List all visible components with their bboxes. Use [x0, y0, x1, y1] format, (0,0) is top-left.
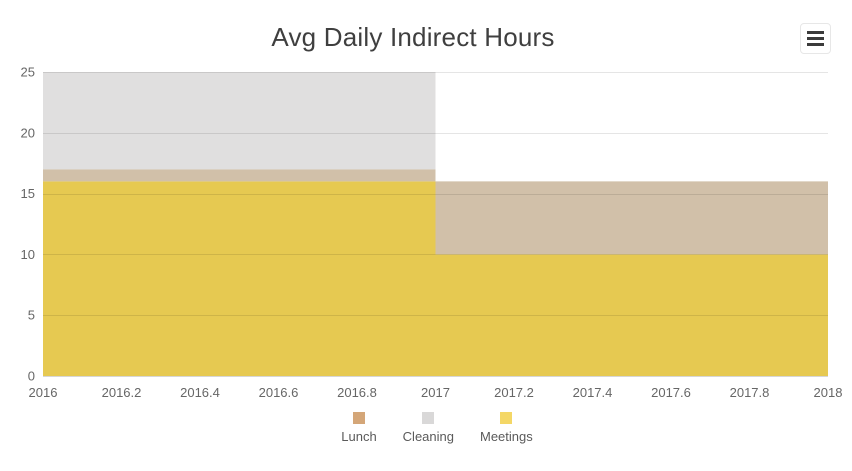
x-tick-label-2016.2: 2016.2 — [102, 385, 142, 400]
legend-item-cleaning[interactable]: Cleaning — [403, 412, 454, 444]
x-tick-label-2016.6: 2016.6 — [259, 385, 299, 400]
legend-swatch-lunch — [352, 412, 365, 424]
hamburger-icon — [807, 31, 824, 46]
legend-label-cleaning: Cleaning — [402, 429, 454, 444]
legend-item-lunch[interactable]: Lunch — [341, 412, 377, 444]
y-tick-label-0: 0 — [28, 369, 35, 384]
y-tick-label-10: 10 — [21, 247, 35, 262]
legend-item-meetings[interactable]: Meetings — [480, 412, 533, 444]
area-cleaning — [43, 72, 828, 182]
legend-swatch-cleaning — [422, 412, 435, 424]
area-meetings — [43, 181, 828, 376]
legend-swatch-meetings — [500, 412, 513, 424]
y-tick-label-15: 15 — [21, 186, 35, 201]
x-tick-label-2017: 2017 — [421, 385, 450, 400]
x-tick-label-2016: 2016 — [29, 385, 58, 400]
x-tick-label-2018: 2018 — [814, 385, 843, 400]
y-tick-label-5: 5 — [28, 308, 35, 323]
x-tick-label-2016.4: 2016.4 — [180, 385, 220, 400]
export-menu-button[interactable] — [800, 23, 831, 54]
y-tick-label-20: 20 — [21, 125, 35, 140]
x-tick-label-2016.8: 2016.8 — [337, 385, 377, 400]
legend-label-lunch: Lunch — [341, 429, 377, 444]
x-tick-label-2017.2: 2017.2 — [494, 385, 534, 400]
legend: Lunch Cleaning Meetings — [11, 412, 852, 444]
x-tick-label-2017.4: 2017.4 — [573, 385, 613, 400]
y-tick-label-25: 25 — [21, 65, 35, 80]
x-tick-label-2017.8: 2017.8 — [730, 385, 770, 400]
area-lunch — [43, 169, 828, 255]
chart-title: Avg Daily Indirect Hours — [271, 22, 555, 52]
legend-label-meetings: Meetings — [480, 429, 533, 444]
x-tick-label-2017.6: 2017.6 — [651, 385, 691, 400]
